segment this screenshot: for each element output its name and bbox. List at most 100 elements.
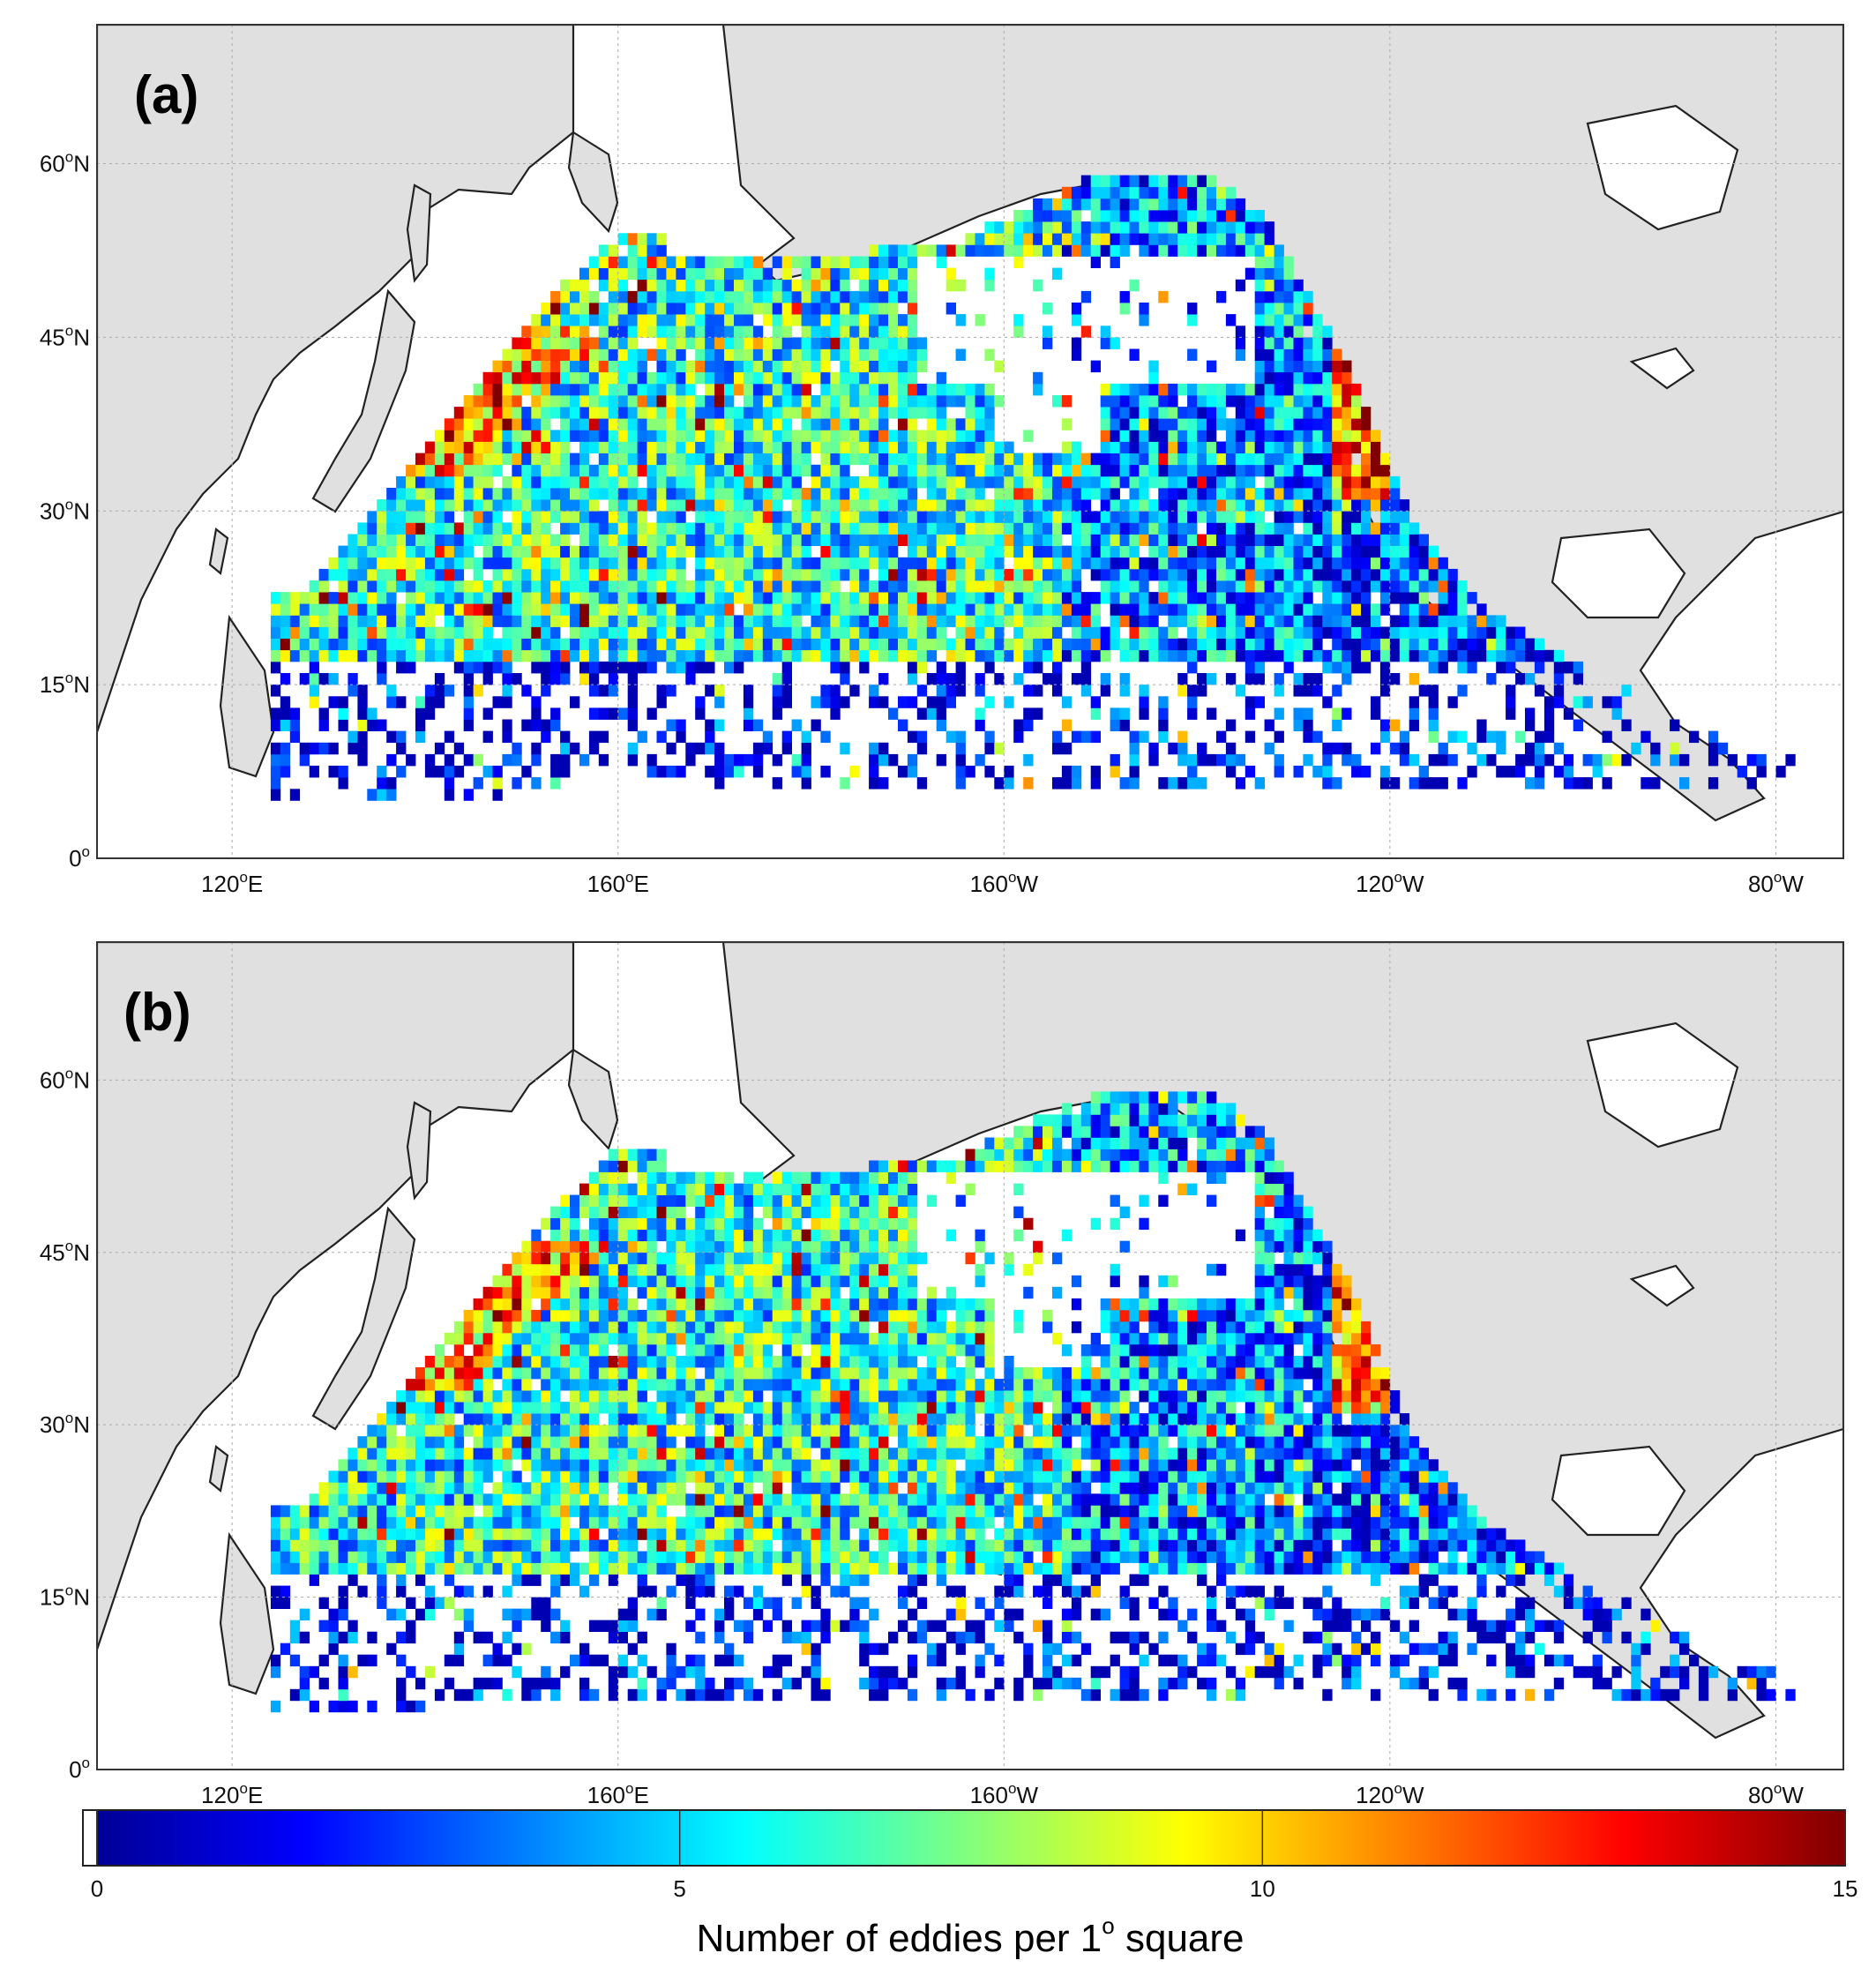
eddy-cell bbox=[869, 592, 879, 604]
eddy-cell bbox=[1244, 383, 1256, 396]
eddy-cell bbox=[1303, 534, 1313, 546]
eddy-cell bbox=[299, 603, 310, 616]
eddy-cell bbox=[772, 603, 782, 616]
eddy-cell bbox=[714, 766, 725, 778]
eddy-cell bbox=[1342, 638, 1352, 651]
eddy-cell bbox=[743, 511, 754, 523]
eddy-cell bbox=[1264, 337, 1274, 349]
eddy-cell bbox=[647, 371, 657, 385]
eddy-cell bbox=[1080, 638, 1092, 651]
eddy-cell bbox=[1023, 534, 1034, 546]
eddy-cell bbox=[473, 1493, 483, 1506]
eddy-cell bbox=[676, 256, 686, 268]
eddy-cell bbox=[1379, 719, 1391, 731]
eddy-cell bbox=[1399, 742, 1410, 755]
eddy-cell bbox=[1129, 730, 1140, 744]
eddy-cell bbox=[984, 221, 995, 234]
eddy-cell bbox=[473, 464, 483, 477]
eddy-cell bbox=[762, 730, 774, 744]
eddy-cell bbox=[936, 753, 946, 767]
eddy-cell bbox=[560, 615, 571, 627]
eddy-cell bbox=[1283, 475, 1294, 489]
eddy-cell bbox=[1139, 615, 1149, 627]
eddy-cell bbox=[637, 267, 647, 281]
eddy-cell bbox=[1293, 441, 1304, 453]
eddy-cell bbox=[415, 638, 426, 651]
eddy-cell bbox=[598, 488, 609, 500]
eddy-cell bbox=[617, 1413, 628, 1425]
eddy-cell bbox=[878, 673, 889, 685]
eddy-cell bbox=[714, 371, 725, 385]
eddy-cell bbox=[1071, 766, 1082, 778]
eddy-cell bbox=[695, 441, 706, 453]
eddy-cell bbox=[1322, 395, 1333, 408]
eddy-cell bbox=[801, 730, 811, 744]
eddy-cell bbox=[724, 348, 735, 361]
eddy-cell bbox=[724, 290, 735, 303]
eddy-cell bbox=[955, 418, 966, 430]
eddy-cell bbox=[916, 557, 928, 570]
eddy-cell bbox=[898, 557, 908, 570]
eddy-cell bbox=[849, 453, 860, 466]
eddy-cell bbox=[473, 441, 483, 453]
eddy-cell bbox=[1052, 777, 1063, 789]
eddy-cell bbox=[898, 626, 908, 639]
eddy-cell bbox=[1486, 649, 1497, 662]
eddy-cell bbox=[453, 1482, 465, 1494]
eddy-cell bbox=[1013, 719, 1024, 731]
eddy-cell bbox=[627, 511, 638, 523]
eddy-cell bbox=[463, 1528, 474, 1540]
eddy-cell bbox=[772, 383, 782, 396]
eddy-cell bbox=[560, 1263, 571, 1276]
eddy-cell bbox=[1177, 673, 1188, 685]
eddy-cell bbox=[1525, 753, 1536, 767]
eddy-cell bbox=[424, 638, 436, 651]
eddy-cell bbox=[560, 522, 571, 535]
eddy-cell bbox=[869, 290, 879, 303]
eddy-cell bbox=[1129, 603, 1140, 616]
eddy-cell bbox=[560, 557, 571, 570]
eddy-cell bbox=[415, 1413, 426, 1425]
eddy-cell bbox=[598, 511, 609, 523]
eddy-cell bbox=[550, 1470, 561, 1483]
eddy-cell bbox=[637, 407, 647, 419]
eddy-cell bbox=[984, 418, 995, 430]
eddy-cell bbox=[1670, 753, 1680, 767]
eddy-cell bbox=[637, 1654, 647, 1667]
eddy-cell bbox=[656, 244, 667, 257]
eddy-cell bbox=[1428, 626, 1439, 639]
eddy-cell bbox=[984, 464, 995, 477]
eddy-cell bbox=[318, 1493, 329, 1506]
eddy-cell bbox=[617, 233, 628, 245]
eddy-cell bbox=[338, 557, 348, 570]
eddy-cell bbox=[772, 290, 782, 303]
eddy-cell bbox=[840, 371, 850, 385]
eddy-cell bbox=[541, 1309, 551, 1322]
eddy-cell bbox=[743, 267, 754, 281]
eddy-cell bbox=[1351, 557, 1362, 570]
eddy-cell bbox=[772, 522, 782, 535]
eddy-cell bbox=[1043, 580, 1053, 593]
eddy-cell bbox=[695, 475, 706, 489]
eddy-cell bbox=[984, 742, 995, 755]
eddy-cell bbox=[1033, 511, 1043, 523]
eddy-cell bbox=[550, 1413, 561, 1425]
eddy-cell bbox=[512, 1574, 522, 1586]
eddy-cell bbox=[531, 696, 542, 708]
eddy-cell bbox=[1409, 568, 1419, 581]
eddy-cell bbox=[945, 557, 956, 570]
eddy-cell bbox=[434, 557, 445, 570]
eddy-cell bbox=[415, 603, 426, 616]
eddy-cell bbox=[289, 649, 301, 662]
eddy-cell bbox=[608, 1688, 619, 1702]
eddy-cell bbox=[1080, 233, 1092, 245]
eddy-cell bbox=[1342, 568, 1352, 581]
eddy-cell bbox=[1158, 186, 1169, 199]
eddy-cell bbox=[695, 580, 706, 593]
eddy-cell bbox=[482, 1332, 493, 1345]
eddy-cell bbox=[463, 661, 474, 674]
eddy-cell bbox=[444, 441, 455, 453]
eddy-cell bbox=[1409, 522, 1419, 535]
eddy-cell bbox=[791, 279, 802, 292]
eddy-cell bbox=[1187, 557, 1198, 570]
